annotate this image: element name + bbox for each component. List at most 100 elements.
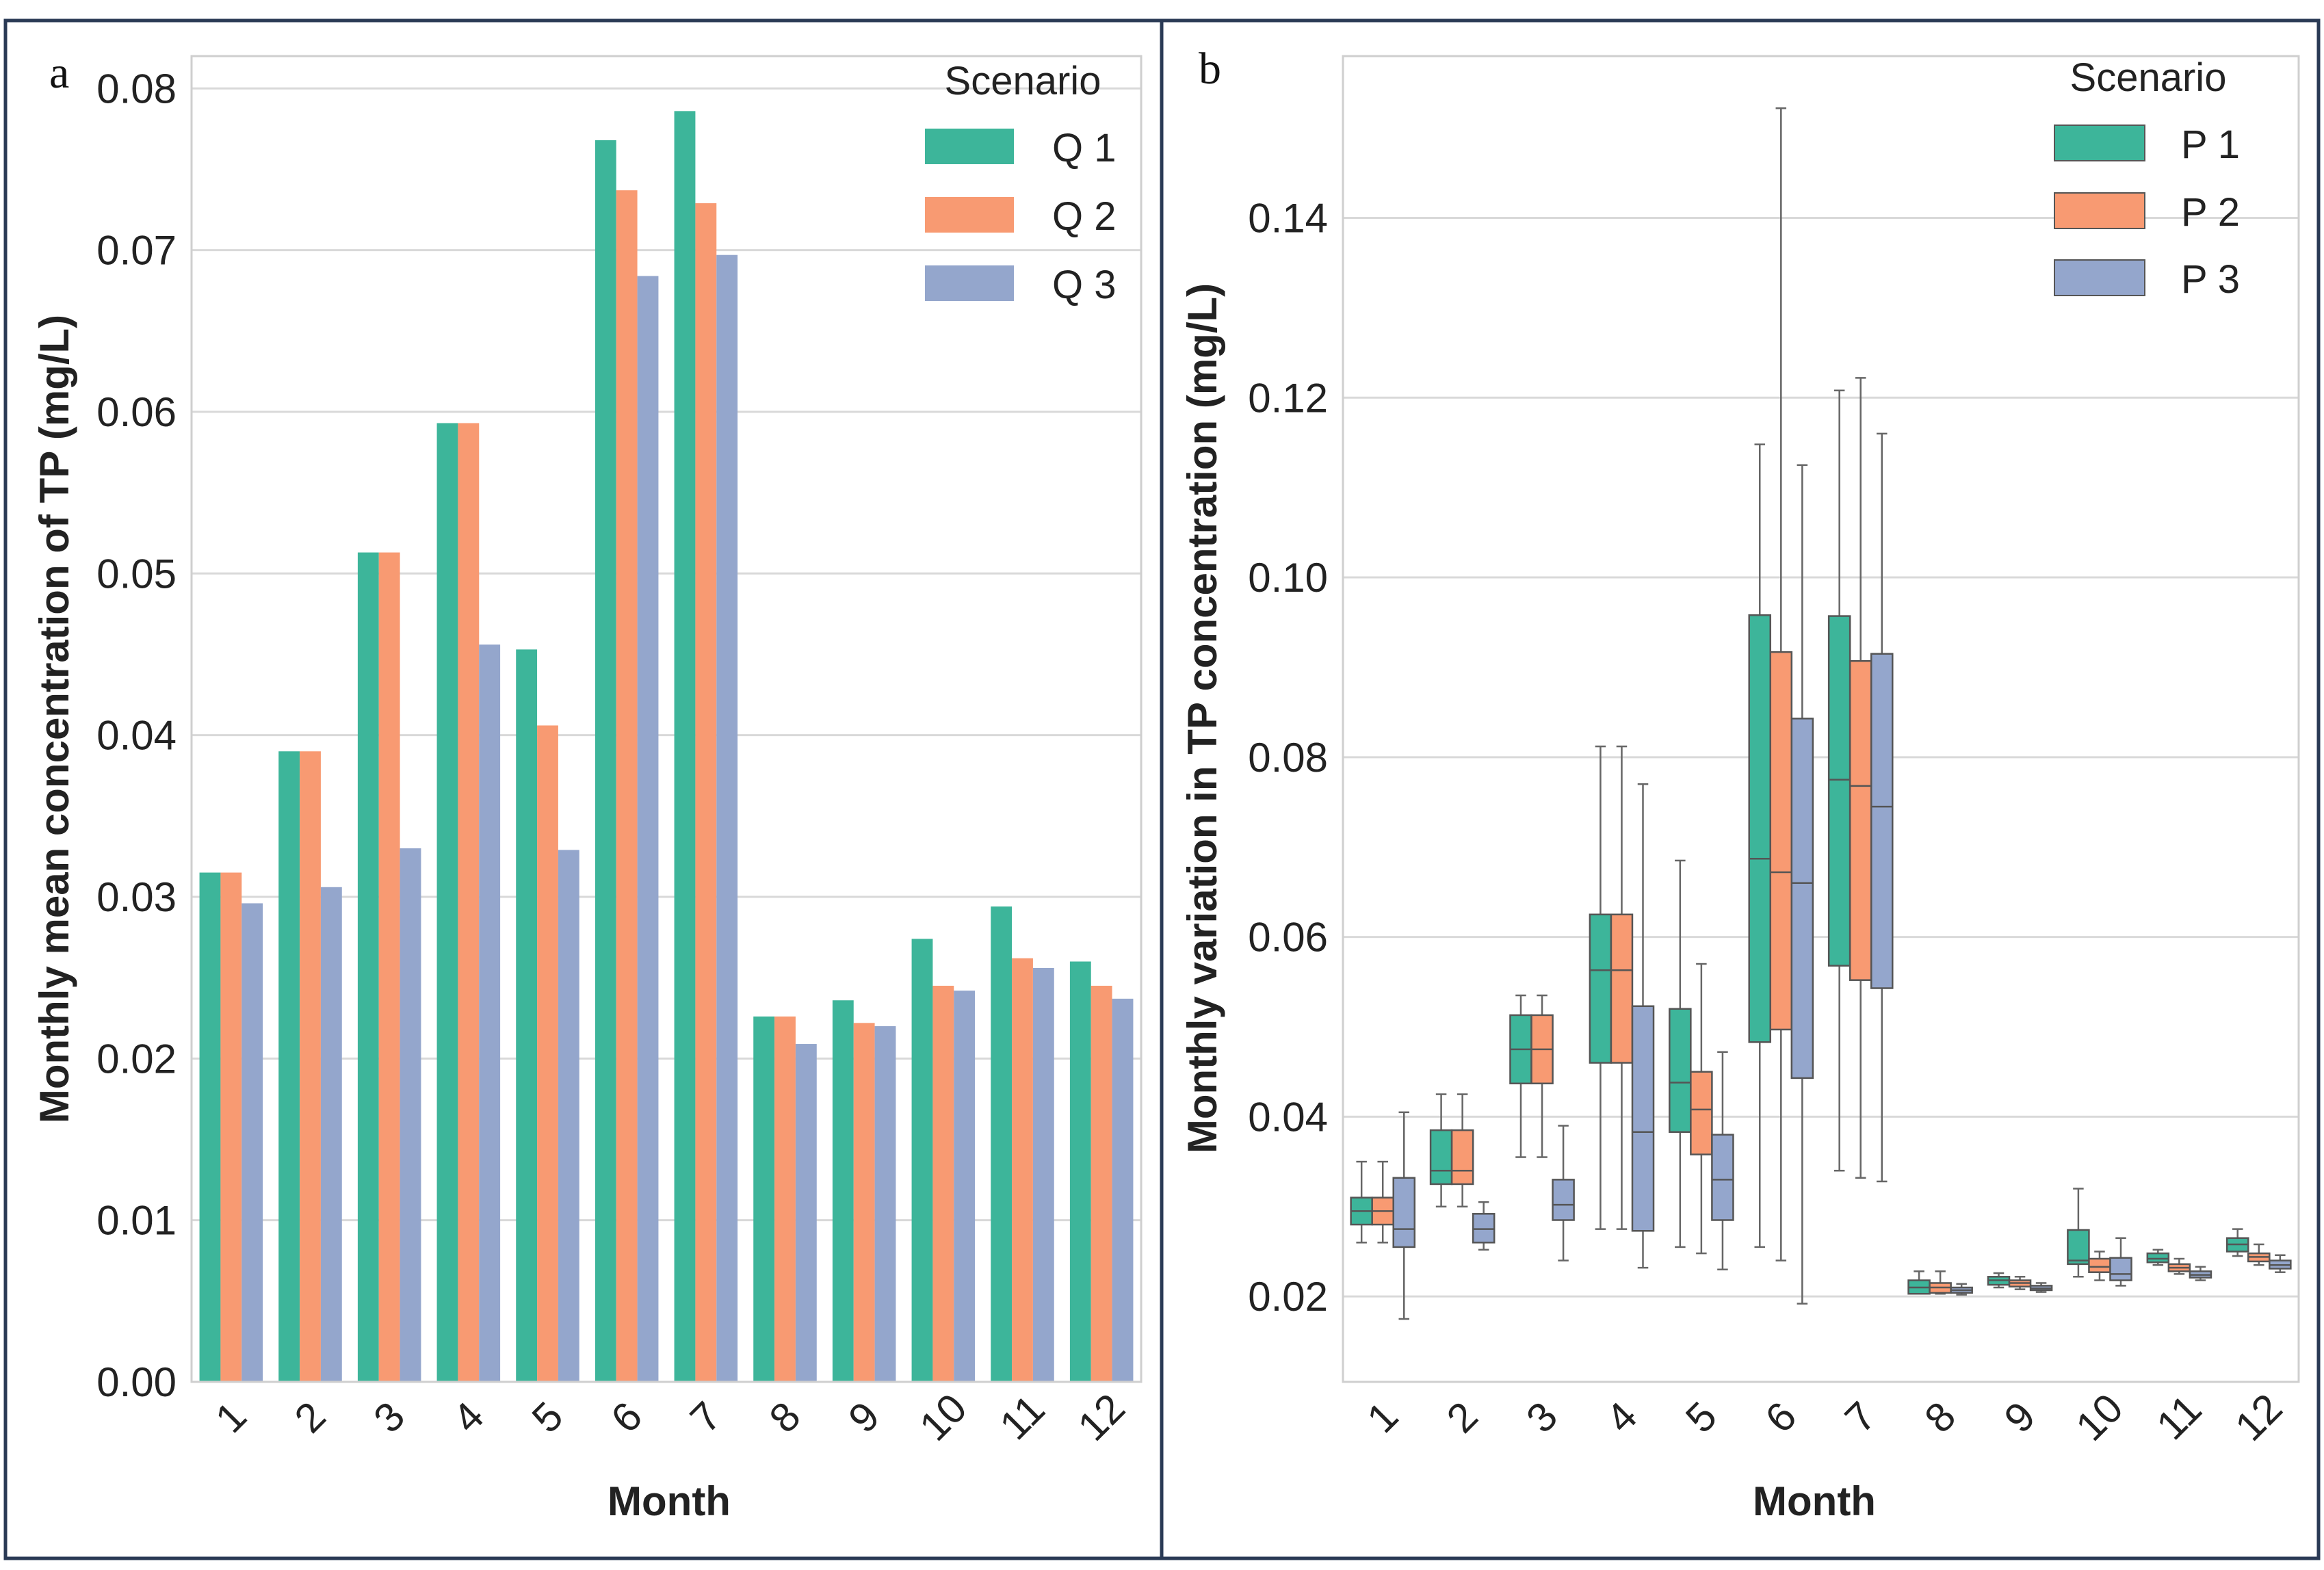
panel-b-y-axis-title: Monthly variation in TP concentration (m…	[1179, 283, 1225, 1153]
bar-q2-month-5	[537, 725, 558, 1382]
box-p3-month-3	[1552, 1125, 1575, 1261]
legend-label-q2: Q 2	[1052, 194, 1117, 239]
box-iqr	[1631, 1005, 1655, 1232]
box-iqr	[1589, 913, 1613, 1064]
box-p3-month-2	[1472, 1201, 1496, 1251]
bar-q2-month-3	[378, 552, 400, 1382]
box-iqr	[1827, 615, 1851, 967]
bar-q3-month-12	[1112, 998, 1134, 1382]
y-tick-label: 0.04	[1248, 1094, 1328, 1140]
box-iqr	[1690, 1071, 1713, 1155]
panel-b-legend: Scenario P 1 P 2 P 3	[2054, 55, 2240, 302]
box-p1-month-5	[1669, 859, 1692, 1248]
panel-b-legend-title: Scenario	[2070, 55, 2227, 100]
box-iqr	[1450, 1129, 1474, 1186]
panel-a-x-axis-title: Month	[608, 1478, 731, 1524]
box-p2-month-12	[2247, 1243, 2271, 1266]
bar-q1-month-4	[436, 423, 458, 1382]
box-p1-month-11	[2146, 1248, 2170, 1266]
bar-q2-month-8	[774, 1016, 796, 1382]
legend-swatch-q2	[925, 197, 1014, 233]
bar-q3-month-7	[716, 254, 738, 1383]
box-p3-month-4	[1631, 783, 1655, 1269]
y-tick-label: 0.04	[96, 713, 177, 759]
bar-q1-month-2	[278, 751, 300, 1382]
box-p2-month-4	[1610, 745, 1634, 1230]
bar-q3-month-11	[1032, 967, 1054, 1382]
bar-q2-month-11	[1012, 958, 1033, 1382]
y-tick-label: 0.01	[96, 1198, 177, 1244]
box-iqr	[2088, 1257, 2111, 1273]
y-tick-label: 0.02	[96, 1036, 177, 1082]
legend-swatch-p3	[2054, 259, 2145, 296]
bar-q3-month-6	[637, 276, 659, 1383]
box-p1-month-3	[1509, 994, 1532, 1158]
panel-a-y-tick-labels: 0.00 0.01 0.02 0.03 0.04 0.05 0.06 0.07 0.08	[96, 66, 177, 1405]
bar-q3-month-8	[795, 1044, 817, 1382]
y-tick-label: 0.05	[96, 551, 177, 597]
y-tick-label: 0.00	[96, 1359, 177, 1405]
bar-q3-month-5	[558, 850, 579, 1382]
box-p3-month-12	[2269, 1254, 2292, 1273]
y-tick-label: 0.14	[1248, 196, 1328, 241]
box-p3-month-9	[2029, 1282, 2053, 1293]
panel-a-plot-frame	[190, 55, 1143, 1383]
legend-label-p2: P 2	[2181, 190, 2240, 235]
box-iqr	[1769, 651, 1793, 1031]
box-iqr	[1790, 718, 1814, 1080]
box-p3-month-1	[1392, 1111, 1416, 1320]
bar-q1-month-1	[199, 872, 221, 1382]
bar-q2-month-1	[220, 872, 242, 1382]
box-p3-month-8	[1950, 1283, 1973, 1296]
box-iqr	[1472, 1213, 1496, 1244]
bar-q2-month-4	[458, 423, 480, 1382]
box-iqr	[2067, 1229, 2090, 1266]
panel-a-grid	[192, 87, 1141, 1383]
bar-q1-month-7	[674, 111, 696, 1383]
box-p3-month-10	[2109, 1237, 2132, 1287]
box-iqr	[1849, 660, 1872, 981]
y-tick-label: 0.08	[96, 66, 177, 112]
bar-q1-month-3	[357, 552, 379, 1382]
box-iqr	[1711, 1134, 1734, 1221]
y-tick-label: 0.08	[1248, 735, 1328, 781]
legend-swatch-p1	[2054, 125, 2145, 161]
box-p1-month-10	[2067, 1188, 2090, 1278]
box-p3-month-5	[1711, 1051, 1734, 1271]
box-iqr	[1552, 1179, 1575, 1221]
legend-swatch-p2	[2054, 192, 2145, 229]
bar-q2-month-12	[1091, 985, 1112, 1382]
panel-b-plot-frame	[1342, 55, 2300, 1383]
bar-q1-month-6	[595, 140, 616, 1382]
panel-a-letter: a	[49, 48, 69, 98]
legend-label-p1: P 1	[2181, 122, 2240, 167]
bar-q2-month-9	[853, 1023, 875, 1382]
panel-b-y-tick-labels: 0.02 0.04 0.06 0.08 0.10 0.12 0.14	[1248, 196, 1328, 1320]
box-p2-month-2	[1450, 1093, 1474, 1208]
box-p1-month-8	[1907, 1270, 1931, 1295]
box-iqr	[1392, 1177, 1416, 1248]
bar-q2-month-2	[300, 751, 321, 1382]
bar-q1-month-10	[911, 939, 933, 1382]
box-p1-month-12	[2225, 1228, 2249, 1257]
bar-q1-month-12	[1069, 961, 1091, 1382]
box-iqr	[2109, 1257, 2132, 1281]
bar-q1-month-5	[516, 649, 538, 1382]
panel-b-letter: b	[1199, 44, 1221, 94]
y-tick-label: 0.06	[1248, 915, 1328, 960]
panel-a-legend-title: Scenario	[945, 59, 1101, 103]
bar-q3-month-3	[400, 848, 421, 1382]
bar-q3-month-4	[479, 644, 501, 1382]
box-p2-month-3	[1530, 994, 1554, 1158]
box-p3-month-11	[2189, 1266, 2212, 1281]
box-p2-month-7	[1849, 377, 1872, 1179]
y-tick-label: 0.02	[1248, 1274, 1328, 1320]
bar-q1-month-8	[753, 1016, 775, 1382]
box-iqr	[1870, 653, 1894, 989]
box-p3-month-7	[1870, 432, 1894, 1183]
box-p1-month-7	[1827, 389, 1851, 1172]
legend-swatch-q3	[925, 265, 1014, 301]
bar-q1-month-11	[991, 906, 1013, 1382]
